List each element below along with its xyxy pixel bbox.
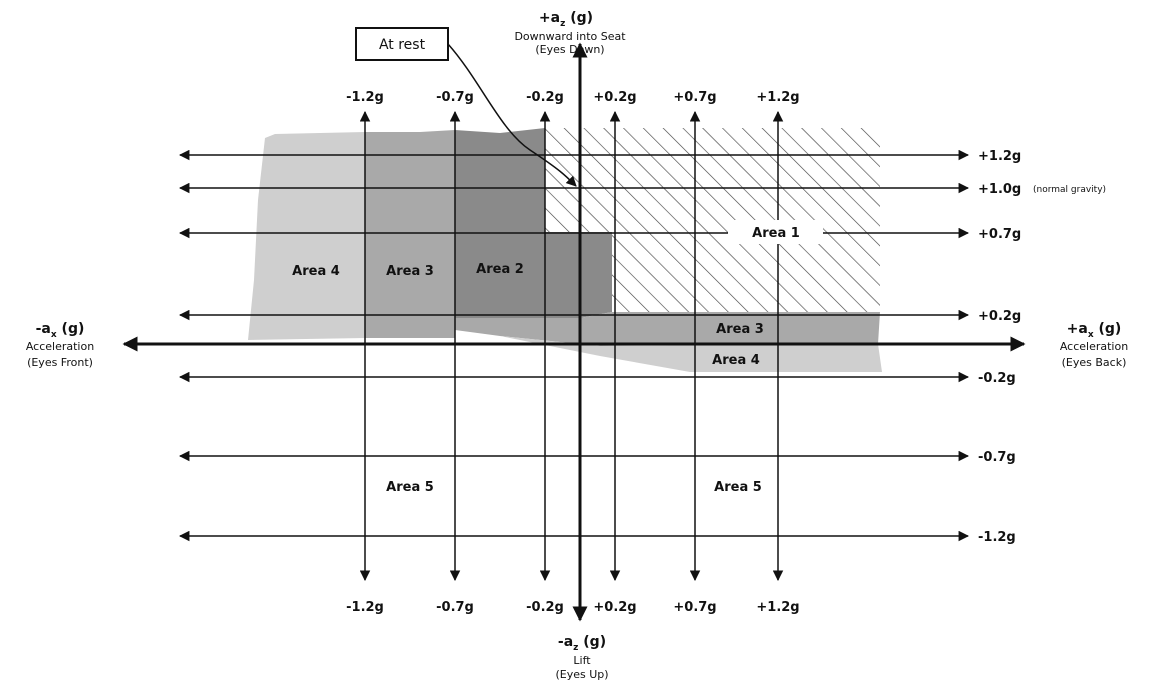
region-area-1-hatched [545, 128, 880, 312]
right-axis-desc2: (Eyes Back) [1062, 356, 1127, 369]
z-tick-label-1: +1.0g [978, 182, 1021, 197]
z-tick-label-5: -0.7g [978, 450, 1016, 465]
top-axis-desc1: Downward into Seat [514, 30, 626, 43]
top-axis-subscript: z [560, 19, 565, 29]
top-axis-title: +az (g) Downward into Seat (Eyes Down) [514, 10, 626, 56]
bottom-axis-sign: -a [558, 634, 573, 650]
z-tick-label-2: +0.7g [978, 227, 1021, 242]
x-tick-top-label-2: -0.2g [526, 90, 564, 105]
area-1-label: Area 1 [752, 226, 800, 241]
right-axis-unit: (g) [1094, 321, 1122, 337]
area-3-upper-label: Area 3 [386, 264, 434, 279]
top-axis-desc2: (Eyes Down) [535, 43, 604, 56]
x-tick-bottom-label-0: -1.2g [346, 600, 384, 615]
at-rest-callout-box [355, 27, 449, 61]
area-4-lower-label: Area 4 [712, 353, 760, 368]
top-axis-sign: +a [539, 10, 560, 26]
x-tick-bottom-label-1: -0.7g [436, 600, 474, 615]
at-rest-callout-label: At rest [379, 37, 426, 53]
bottom-axis-desc2: (Eyes Up) [555, 668, 608, 681]
x-tick-bottom-label-4: +0.7g [673, 600, 716, 615]
z-tick-label-4: -0.2g [978, 371, 1016, 386]
x-tick-bottom-label-2: -0.2g [526, 600, 564, 615]
left-axis-unit: (g) [57, 321, 85, 337]
left-axis-title: -ax (g) Acceleration (Eyes Front) [26, 321, 94, 369]
area-5-left-label: Area 5 [386, 480, 434, 495]
area-3-lower-label: Area 3 [716, 322, 764, 337]
region-area-3-upper [365, 130, 455, 338]
svg-text:-ax (g): -ax (g) [36, 321, 85, 340]
x-tick-bottom-label-3: +0.2g [593, 600, 636, 615]
area-2-label: Area 2 [476, 262, 524, 277]
bottom-axis-subscript: z [573, 643, 578, 653]
z-tick-label-6: -1.2g [978, 530, 1016, 545]
right-axis-desc1: Acceleration [1060, 340, 1128, 353]
left-axis-desc1: Acceleration [26, 340, 94, 353]
x-tick-top-label-4: +0.7g [673, 90, 716, 105]
x-tick-top-label-3: +0.2g [593, 90, 636, 105]
area-4-upper-label: Area 4 [292, 264, 340, 279]
bottom-axis-desc1: Lift [573, 654, 591, 667]
area-5-right-label: Area 5 [714, 480, 762, 495]
region-area-4-upper [248, 132, 365, 340]
right-axis-sign: +a [1067, 321, 1088, 337]
x-tick-bottom-label-5: +1.2g [756, 600, 799, 615]
x-tick-top-label-5: +1.2g [756, 90, 799, 105]
z-tick-label-0: +1.2g [978, 149, 1021, 164]
z-tick-label-3: +0.2g [978, 309, 1021, 324]
svg-text:+ax (g): +ax (g) [1067, 321, 1122, 340]
x-tick-top-label-1: -0.7g [436, 90, 474, 105]
left-axis-desc2: (Eyes Front) [27, 356, 93, 369]
x-tick-top-label-0: -1.2g [346, 90, 384, 105]
at-rest-pointer-arrow [447, 43, 577, 187]
svg-text:+az (g): +az (g) [539, 10, 593, 29]
bottom-axis-title: -az (g) Lift (Eyes Up) [555, 634, 608, 681]
top-axis-unit: (g) [565, 10, 593, 26]
left-axis-subscript: x [51, 330, 57, 340]
area-1-label-bg [728, 220, 823, 244]
z-tick-note-1: (normal gravity) [1033, 185, 1106, 195]
right-axis-title: +ax (g) Acceleration (Eyes Back) [1060, 321, 1128, 369]
right-axis-subscript: x [1088, 330, 1094, 340]
bottom-axis-unit: (g) [578, 634, 606, 650]
svg-text:-az (g): -az (g) [558, 634, 606, 653]
left-axis-sign: -a [36, 321, 51, 337]
